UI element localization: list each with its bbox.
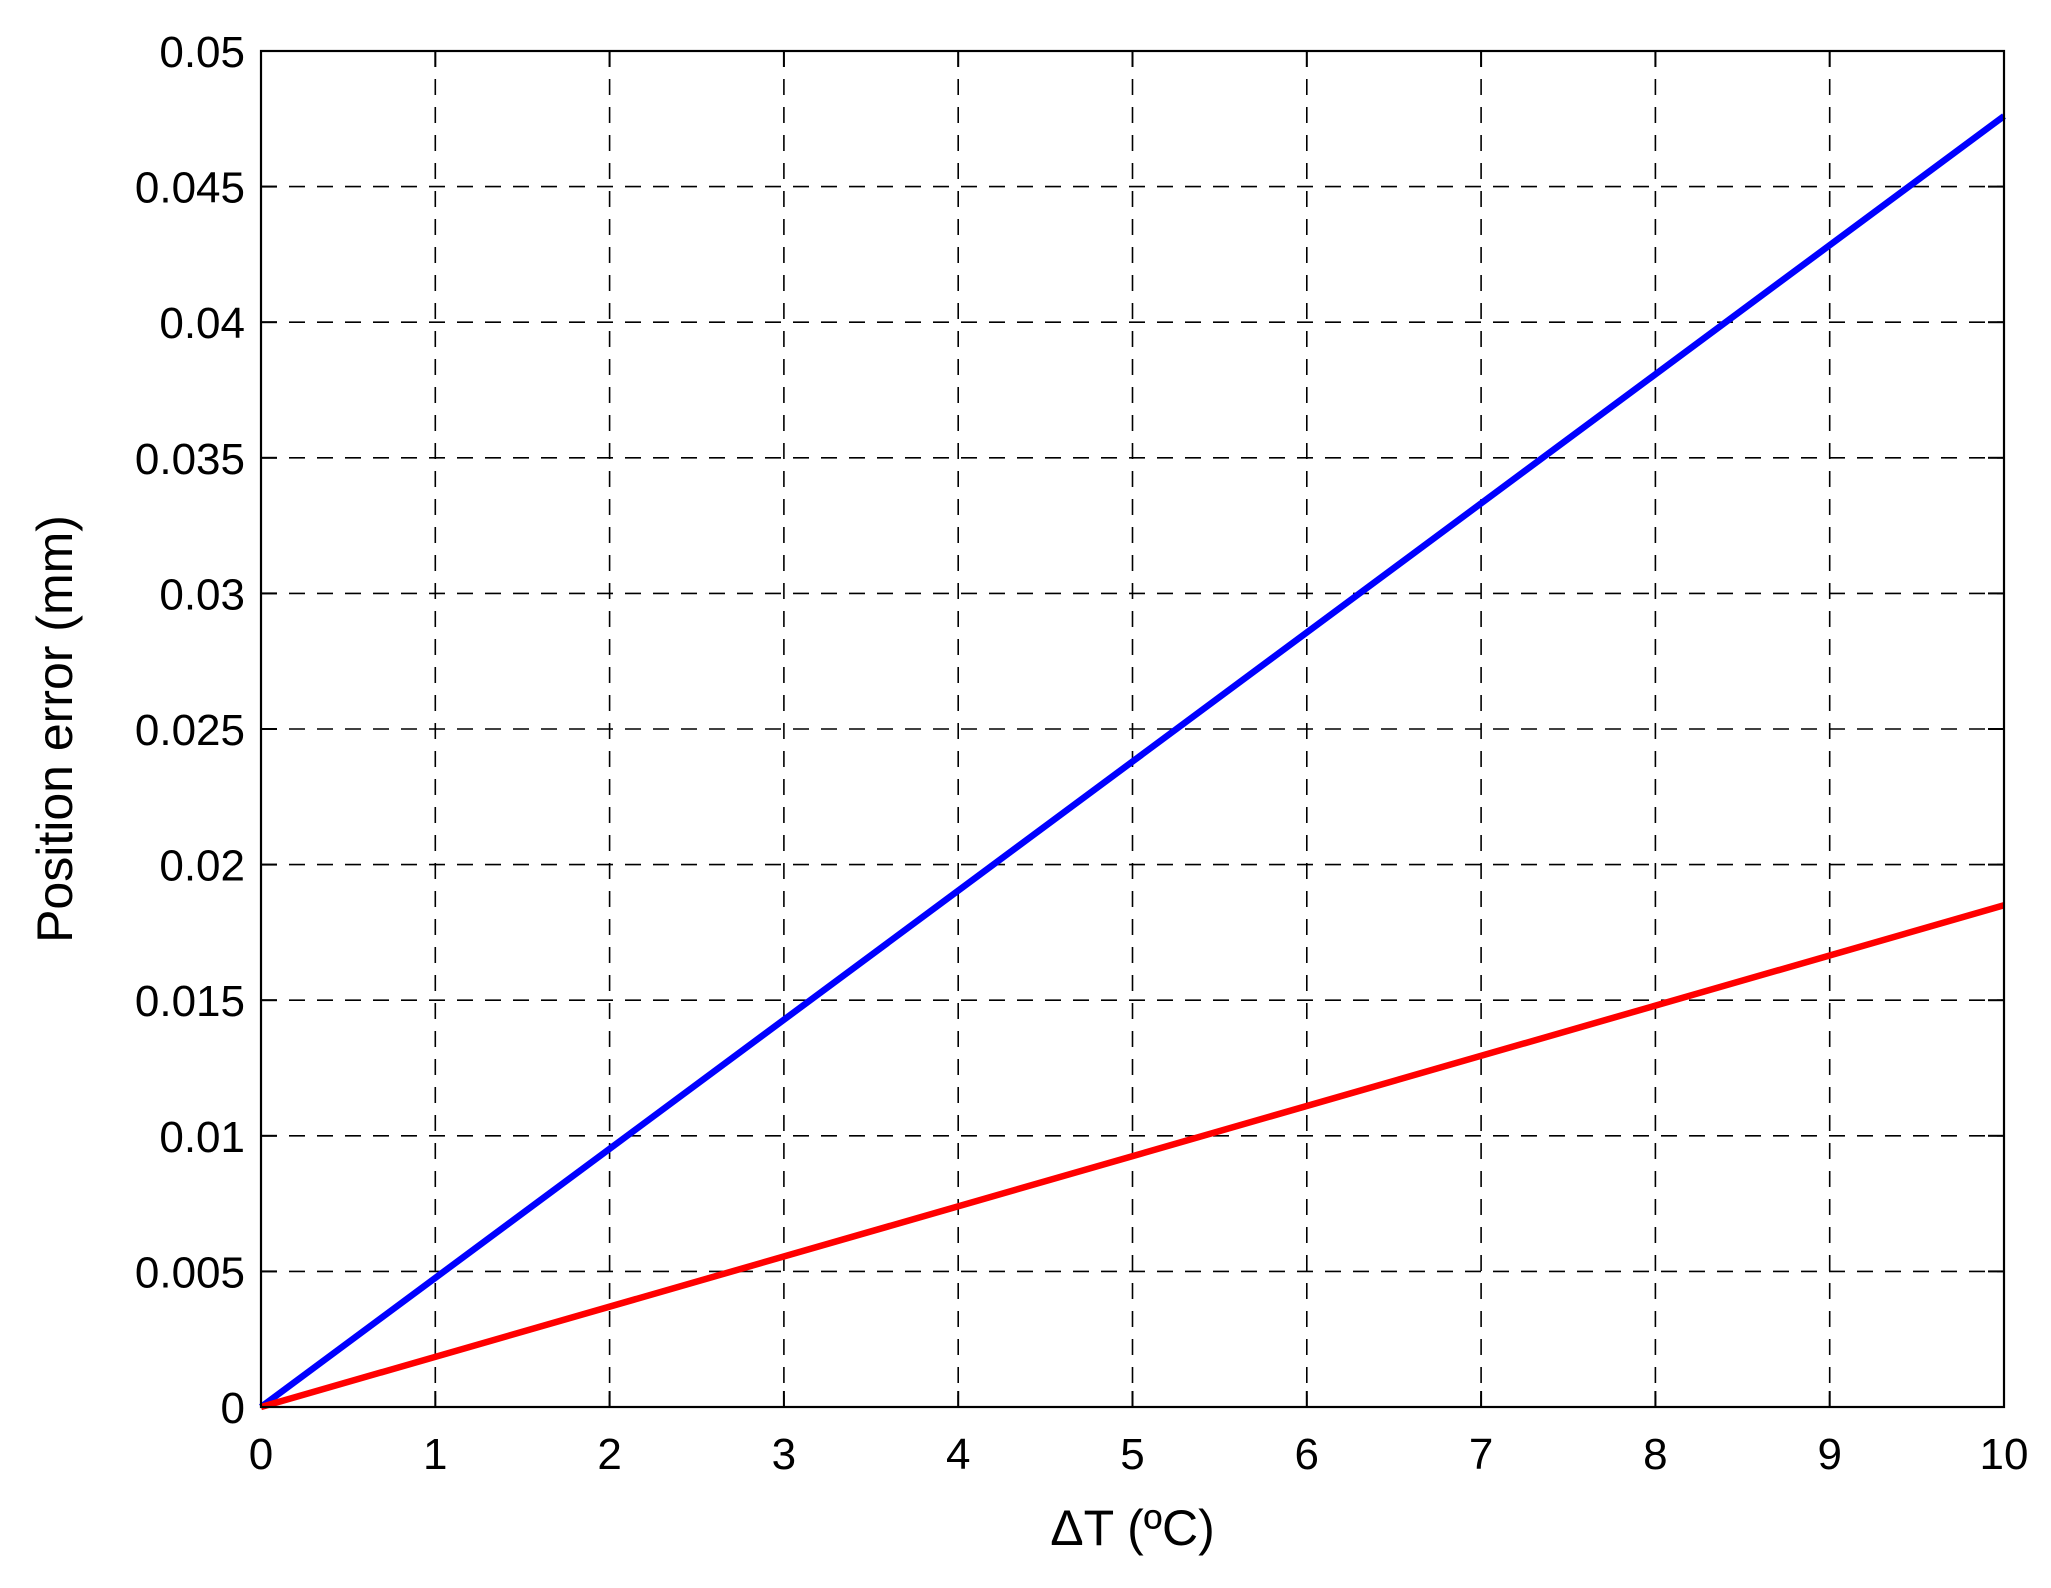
x-tick-label: 4 — [946, 1430, 970, 1479]
x-tick-label: 8 — [1643, 1430, 1667, 1479]
x-tick-label: 0 — [249, 1430, 273, 1479]
grid — [261, 51, 2004, 1407]
series-lines — [259, 113, 2006, 1411]
x-tick-label: 2 — [597, 1430, 621, 1479]
y-tick-label: 0.025 — [135, 706, 245, 755]
y-tick-label: 0.005 — [135, 1248, 245, 1297]
x-tick-label: 10 — [1980, 1430, 2029, 1479]
y-tick-label: 0 — [221, 1384, 245, 1433]
x-tick-label: 6 — [1295, 1430, 1319, 1479]
y-tick-label: 0.015 — [135, 977, 245, 1026]
y-tick-label: 0.03 — [159, 570, 245, 619]
x-tick-label: 1 — [423, 1430, 447, 1479]
y-axis-tick-labels: 0 0.005 0.01 0.015 0.02 0.025 0.03 0.035 0.04 0.0… — [135, 28, 245, 1433]
series-line-1 — [259, 113, 2006, 1410]
x-tick-label: 5 — [1120, 1430, 1144, 1479]
y-tick-label: 0.035 — [135, 435, 245, 484]
y-tick-label: 0.04 — [159, 299, 245, 348]
x-axis-title: ΔT (ºC) — [1050, 1500, 1215, 1556]
y-tick-label: 0.01 — [159, 1113, 245, 1162]
series-line-2 — [260, 902, 2005, 1411]
x-tick-label: 9 — [1817, 1430, 1841, 1479]
y-tick-label: 0.05 — [159, 28, 245, 77]
x-tick-label: 3 — [772, 1430, 796, 1479]
y-tick-label: 0.02 — [159, 842, 245, 891]
y-axis-title: Position error (mm) — [27, 515, 83, 943]
tick-marks — [260, 50, 2005, 1408]
x-axis-tick-labels: 0 1 2 3 4 5 6 7 8 9 10 — [249, 1430, 2029, 1479]
y-tick-label: 0.045 — [135, 164, 245, 213]
x-tick-label: 7 — [1469, 1430, 1493, 1479]
